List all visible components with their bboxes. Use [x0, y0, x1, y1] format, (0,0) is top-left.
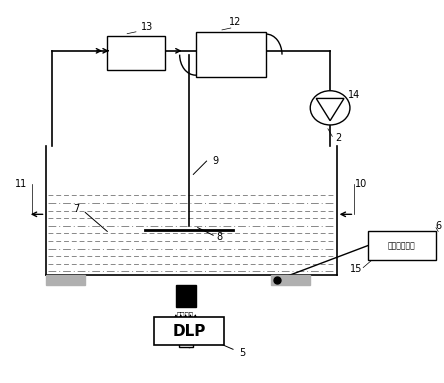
Text: 11: 11	[15, 179, 28, 189]
Bar	[107, 36, 165, 70]
Bar	[46, 275, 85, 285]
Text: 15: 15	[350, 264, 363, 275]
Bar	[154, 317, 224, 345]
Bar	[195, 32, 266, 77]
Text: 超声振动设备: 超声振动设备	[388, 241, 416, 250]
Text: 9: 9	[212, 156, 218, 166]
Text: 13: 13	[141, 22, 153, 32]
Text: 12: 12	[229, 17, 242, 27]
Polygon shape	[316, 98, 344, 121]
Text: DLP: DLP	[172, 324, 206, 339]
Bar	[270, 275, 310, 285]
Text: 6: 6	[435, 221, 441, 231]
Text: 14: 14	[348, 90, 361, 100]
Text: 透明窗口: 透明窗口	[177, 311, 194, 318]
Text: 5: 5	[239, 348, 245, 358]
Text: UV光: UV光	[201, 318, 216, 327]
Text: 2: 2	[335, 133, 341, 143]
Bar	[176, 285, 195, 308]
Text: 7: 7	[73, 204, 79, 214]
Text: 10: 10	[355, 179, 367, 189]
Bar	[178, 332, 193, 347]
Circle shape	[310, 91, 350, 125]
Text: 8: 8	[217, 232, 223, 242]
Bar	[368, 231, 436, 260]
